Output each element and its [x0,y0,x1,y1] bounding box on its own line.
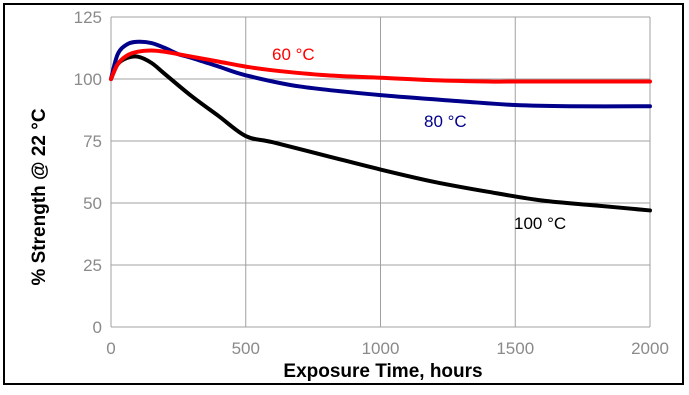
series-line-60c [109,48,652,84]
y-tick-label: 25 [83,256,102,275]
x-tick-label: 1000 [362,339,400,358]
y-tick-label: 125 [74,8,102,27]
x-tick-label: 2000 [631,339,669,358]
x-tick-label: 0 [106,339,115,358]
y-tick-label: 0 [93,318,102,337]
x-tick-label: 500 [232,339,260,358]
series-line-100c [109,54,652,213]
x-tick-label: 1500 [496,339,534,358]
tick-labels: 0 25 50 75 100 125 0 500 1000 1500 2000 [74,8,669,358]
series-label-60c: 60 °C [272,45,315,64]
y-tick-label: 75 [83,132,102,151]
series-line-80c [109,39,652,109]
y-tick-label: 50 [83,194,102,213]
series-labels: 60 °C 80 °C 100 °C [272,45,566,233]
series-label-100c: 100 °C [514,214,566,233]
series-lines [109,39,652,213]
grid [110,16,651,328]
x-axis-title: Exposure Time, hours [283,361,482,382]
y-tick-label: 100 [74,70,102,89]
series-label-80c: 80 °C [424,112,467,131]
plot-border [3,3,684,385]
y-axis-title: % Strength @ 22 °C [29,108,50,285]
